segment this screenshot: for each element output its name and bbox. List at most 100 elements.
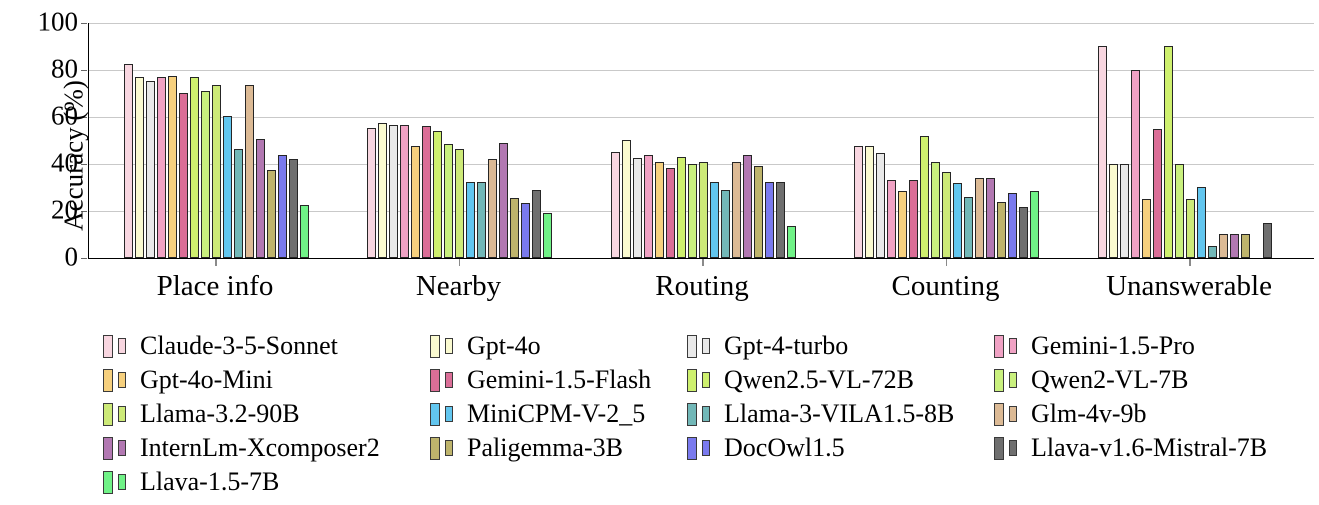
- legend-item: Llava-v1.6-Mistral-7B: [994, 433, 1267, 463]
- legend-swatch-bar-short: [445, 440, 453, 456]
- legend-label: Qwen2.5-VL-72B: [724, 365, 914, 394]
- legend-label: Paligemma-3B: [467, 433, 623, 462]
- legend-swatch: [687, 402, 710, 426]
- category-label: Routing: [655, 270, 749, 302]
- bar: [1262, 223, 1272, 258]
- legend-item: Paligemma-3B: [430, 433, 623, 463]
- bar: [266, 170, 276, 258]
- bar: [233, 149, 243, 258]
- bar: [477, 182, 486, 258]
- bar: [444, 144, 453, 258]
- legend-swatch-bar-tall: [430, 402, 440, 426]
- bar: [1097, 46, 1107, 258]
- legend-label: Llama-3-VILA1.5-8B: [724, 399, 955, 428]
- y-tick-mark: [81, 257, 87, 259]
- legend-swatch-bar-tall: [430, 436, 440, 460]
- legend-swatch-bar-short: [1009, 440, 1017, 456]
- legend-item: Llava-1.5-7B: [103, 467, 279, 497]
- legend-swatch-bar-short: [118, 372, 126, 388]
- bar: [1030, 191, 1039, 258]
- bar: [1174, 164, 1184, 258]
- legend-label: Gpt-4o: [467, 331, 541, 360]
- legend-label: InternLm-Xcomposer2: [140, 433, 380, 462]
- bar: [1008, 193, 1017, 258]
- bar: [942, 172, 951, 258]
- bar: [986, 178, 995, 258]
- accuracy-bar-chart: Accuracy (%) 0 20 40 60 80 100 Place info Nearb…: [37, 6, 1314, 302]
- bar: [1240, 234, 1250, 258]
- bar: [975, 178, 984, 258]
- y-tick-mark: [81, 116, 87, 118]
- bar: [532, 190, 541, 258]
- bar-group: [367, 23, 552, 258]
- legend-swatch-bar-short: [445, 372, 453, 388]
- bar: [898, 191, 907, 258]
- legend-swatch-bar-short: [118, 440, 126, 456]
- bar: [1185, 199, 1195, 258]
- bar: [621, 140, 631, 258]
- bar-group: [610, 23, 796, 258]
- legend-swatch: [687, 334, 710, 358]
- legend-swatch-bar-short: [702, 406, 710, 422]
- legend-item: Gemini-1.5-Pro: [994, 331, 1195, 361]
- legend-item: Gemini-1.5-Flash: [430, 365, 651, 395]
- plot-area: [81, 22, 1314, 259]
- bar: [953, 183, 962, 258]
- legend-swatch-bar-tall: [103, 368, 113, 392]
- bar: [665, 168, 675, 258]
- legend-swatch-bar-tall: [687, 402, 697, 426]
- y-tick-label: 60: [51, 100, 78, 131]
- bar: [931, 162, 940, 258]
- bar-group: [854, 23, 1039, 258]
- bar: [742, 155, 752, 258]
- legend-swatch-bar-tall: [687, 334, 697, 358]
- legend-label: Qwen2-VL-7B: [1031, 365, 1189, 394]
- legend-swatch-bar-short: [118, 406, 126, 422]
- bar: [521, 203, 530, 258]
- legend-swatch-bar-short: [1009, 338, 1017, 354]
- bar: [543, 213, 552, 258]
- legend-swatch-bar-short: [445, 406, 453, 422]
- legend-swatch-bar-tall: [430, 334, 440, 358]
- bar: [378, 123, 387, 258]
- bar: [466, 182, 475, 258]
- legend-item: Gpt-4-turbo: [687, 331, 848, 361]
- legend-swatch: [430, 402, 453, 426]
- bar: [698, 162, 708, 258]
- legend-label: Gpt-4-turbo: [724, 331, 849, 360]
- y-tick-label: 100: [37, 6, 79, 37]
- bar: [422, 126, 431, 258]
- legend-swatch: [103, 334, 126, 358]
- bar: [775, 182, 785, 258]
- y-tick-mark: [81, 69, 87, 71]
- bar: [687, 164, 697, 258]
- legend-swatch-bar-tall: [430, 368, 440, 392]
- legend-label: Gemini-1.5-Flash: [467, 365, 652, 394]
- legend-label: Llama-3.2-90B: [140, 399, 300, 428]
- bar: [411, 146, 420, 258]
- bar: [610, 152, 620, 258]
- legend-swatch: [103, 436, 126, 460]
- legend-swatch-bar-short: [1009, 406, 1017, 422]
- bar: [786, 226, 796, 258]
- legend-swatch: [103, 470, 126, 494]
- bar: [1019, 207, 1028, 258]
- legend-item: Llama-3.2-90B: [103, 399, 300, 429]
- bar: [277, 155, 287, 258]
- bar: [1130, 70, 1140, 258]
- y-gridline: [89, 116, 1314, 118]
- bar: [433, 131, 442, 258]
- legend-swatch: [687, 368, 710, 392]
- bar: [997, 202, 1006, 258]
- x-tick-mark: [945, 259, 947, 266]
- bar: [178, 93, 188, 258]
- legend-label: Llava-1.5-7B: [140, 467, 280, 496]
- legend-swatch-bar-tall: [994, 402, 1004, 426]
- bar: [1163, 46, 1173, 258]
- bar: [156, 77, 166, 258]
- bar: [299, 205, 309, 258]
- x-tick-mark: [458, 259, 460, 266]
- bar: [720, 190, 730, 258]
- bar: [876, 153, 885, 258]
- y-tick-mark: [81, 22, 87, 24]
